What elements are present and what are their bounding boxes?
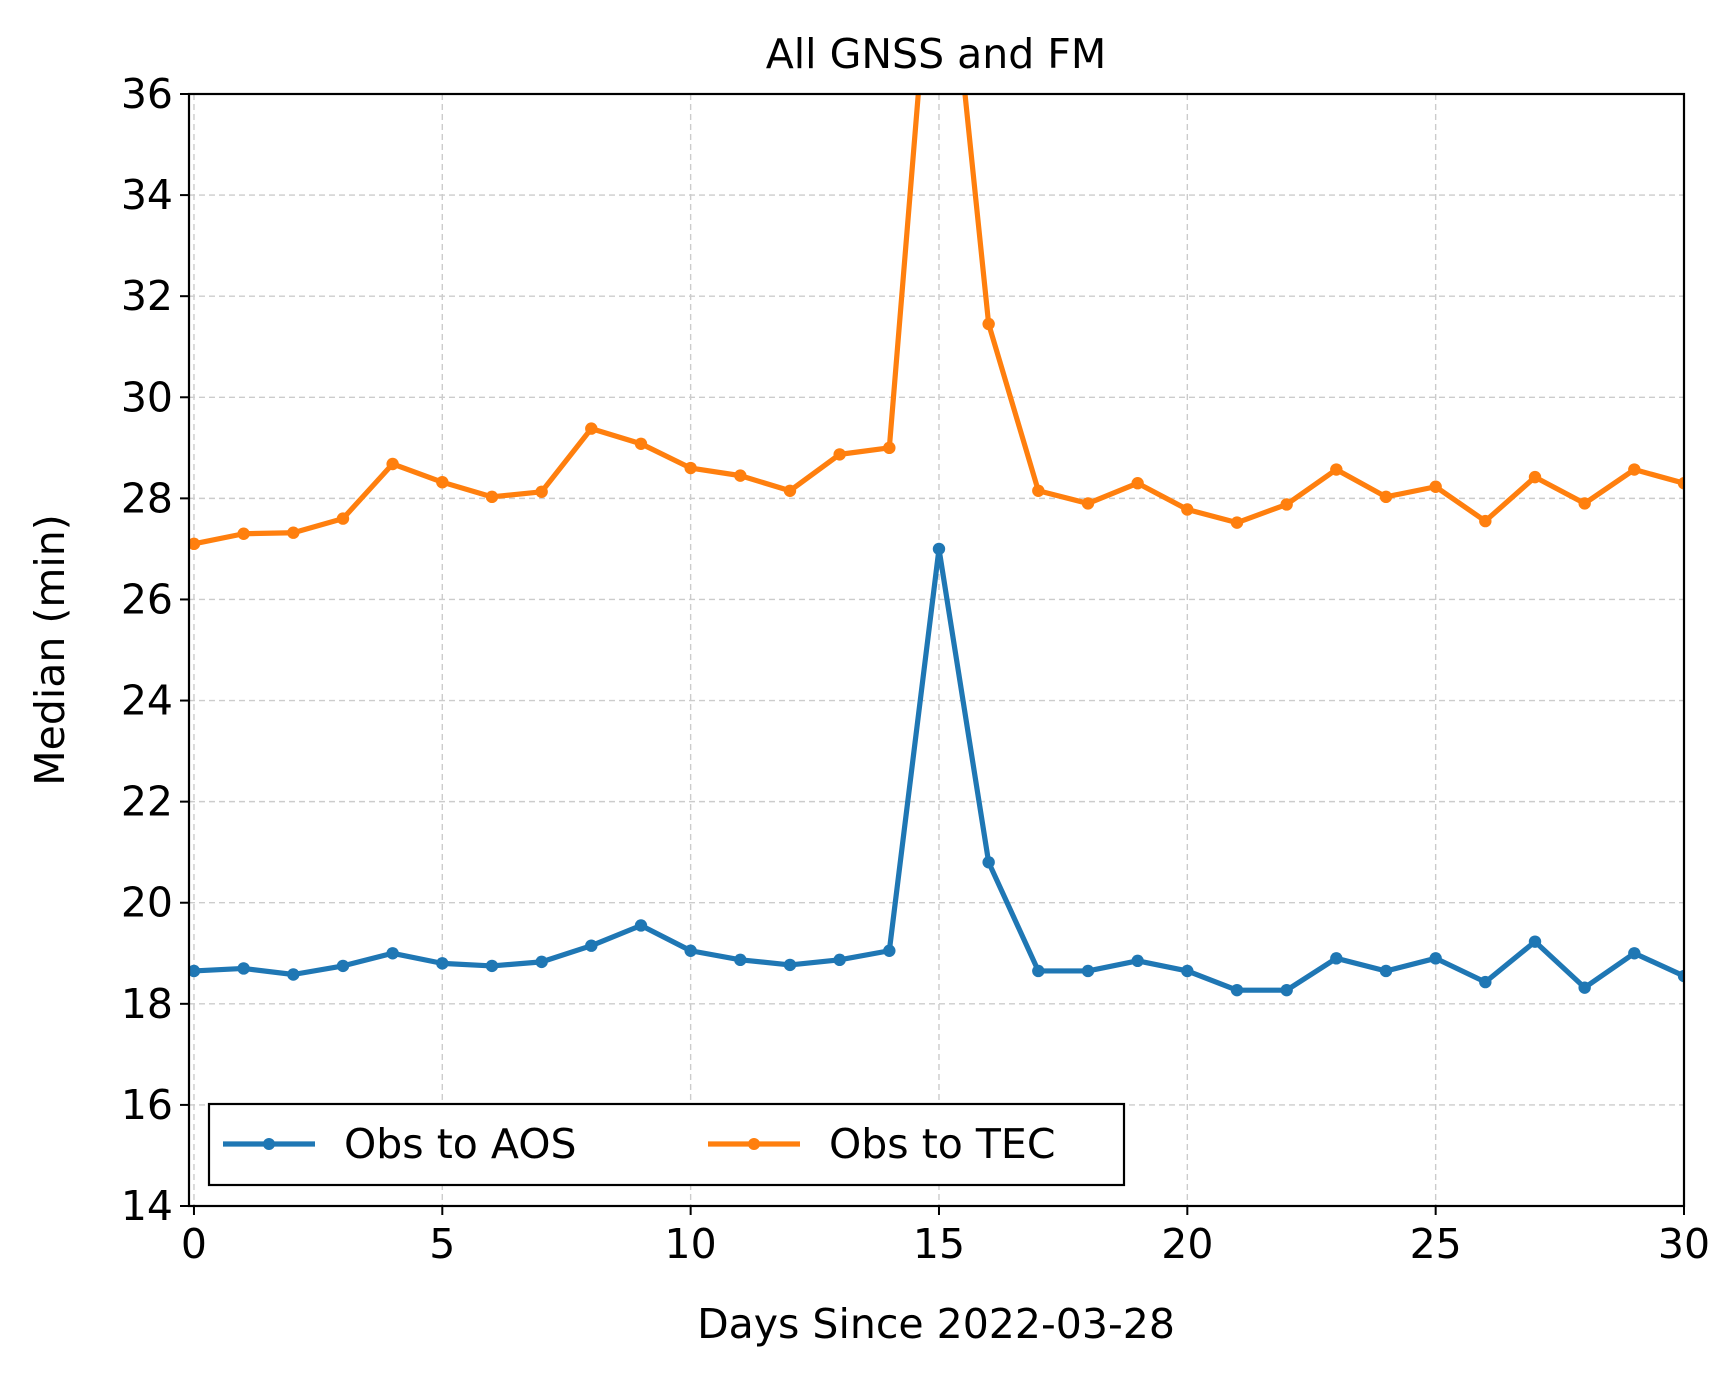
y-tick-label: 30	[121, 373, 173, 421]
legend-label-obs-to-aos: Obs to AOS	[344, 1120, 577, 1168]
data-point-obs-to-tec	[1181, 503, 1194, 516]
data-point-obs-to-aos	[1131, 954, 1144, 968]
x-tick-label: 30	[1658, 1220, 1710, 1268]
data-point-obs-to-aos	[684, 944, 697, 957]
data-point-obs-to-tec	[833, 448, 846, 461]
data-point-obs-to-aos	[783, 958, 797, 972]
data-point-obs-to-tec	[1280, 498, 1293, 511]
data-point-obs-to-aos	[1230, 983, 1244, 997]
data-point-obs-to-aos	[1628, 947, 1641, 960]
y-tick-label: 18	[121, 980, 173, 1028]
data-point-obs-to-tec	[386, 457, 399, 471]
x-axis-ticks: 0 5 10 15 20 25 30	[181, 1206, 1710, 1268]
data-point-obs-to-aos	[237, 962, 250, 975]
data-point-obs-to-aos	[485, 959, 499, 973]
data-point-obs-to-aos	[883, 944, 896, 957]
chart-title: All GNSS and FM	[766, 30, 1107, 78]
x-tick-label: 25	[1410, 1220, 1462, 1268]
x-tick-label: 5	[429, 1220, 455, 1268]
data-point-obs-to-aos	[1280, 983, 1293, 997]
x-tick-label: 0	[181, 1220, 207, 1268]
data-point-obs-to-aos	[1479, 975, 1492, 989]
data-point-obs-to-tec	[436, 475, 449, 489]
data-point-obs-to-tec	[734, 469, 747, 482]
data-point-obs-to-tec	[1479, 514, 1492, 528]
data-point-obs-to-aos	[1429, 952, 1442, 965]
y-tick-label: 34	[121, 171, 173, 219]
data-point-obs-to-tec	[237, 527, 250, 540]
data-point-obs-to-aos	[535, 955, 548, 969]
data-point-obs-to-aos	[1330, 952, 1343, 965]
data-point-obs-to-aos	[1677, 969, 1684, 983]
data-point-obs-to-tec	[684, 461, 697, 475]
legend-marker-obs-to-aos	[263, 1138, 275, 1150]
series-obs-to-aos	[189, 542, 1684, 997]
y-tick-label: 24	[121, 677, 173, 725]
data-point-obs-to-tec	[287, 526, 300, 539]
data-point-obs-to-aos	[982, 856, 995, 869]
x-tick-label: 20	[1161, 1220, 1213, 1268]
data-point-obs-to-tec	[1429, 480, 1442, 493]
series-obs-to-tec	[189, 94, 1684, 551]
data-point-obs-to-tec	[1131, 477, 1144, 490]
x-tick-label: 15	[913, 1220, 965, 1268]
data-point-obs-to-aos	[634, 919, 648, 932]
data-point-obs-to-aos	[287, 968, 300, 981]
data-point-obs-to-tec	[634, 437, 648, 450]
legend-label-obs-to-tec: Obs to TEC	[829, 1120, 1055, 1168]
data-point-obs-to-aos	[585, 939, 598, 952]
y-tick-label: 26	[121, 575, 173, 623]
data-point-obs-to-tec	[1578, 497, 1591, 510]
data-point-obs-to-aos	[1081, 964, 1095, 978]
data-point-obs-to-aos	[1181, 964, 1194, 978]
data-point-obs-to-aos	[734, 953, 747, 967]
y-tick-label: 14	[121, 1182, 173, 1230]
data-point-obs-to-tec	[189, 537, 201, 551]
data-point-obs-to-tec	[585, 422, 598, 435]
y-axis-ticks: 14 16 18 20 22 24 26 28 30 32 34 36	[121, 70, 189, 1230]
legend: Obs to AOS Obs to TEC	[207, 1102, 1126, 1187]
data-point-obs-to-aos	[1379, 964, 1393, 978]
y-tick-label: 16	[121, 1081, 173, 1129]
x-tick-label: 10	[665, 1220, 717, 1268]
data-point-obs-to-tec	[1330, 463, 1343, 476]
data-point-obs-to-aos	[932, 542, 946, 556]
data-point-obs-to-tec	[535, 485, 548, 498]
data-point-obs-to-aos	[189, 964, 201, 978]
data-point-obs-to-aos	[386, 947, 399, 960]
y-tick-label: 32	[121, 272, 173, 320]
data-point-obs-to-aos	[1032, 964, 1045, 978]
data-point-obs-to-tec	[783, 484, 797, 497]
data-point-obs-to-tec	[1032, 484, 1045, 497]
data-point-obs-to-aos	[1578, 981, 1591, 994]
data-point-obs-to-tec	[982, 317, 995, 331]
legend-marker-obs-to-tec	[748, 1138, 760, 1150]
y-tick-label: 22	[121, 778, 173, 826]
plot-frame	[187, 92, 1686, 1208]
y-tick-label: 20	[121, 879, 173, 927]
legend-box	[207, 1102, 1126, 1187]
data-point-obs-to-aos	[436, 957, 449, 970]
data-point-obs-to-tec	[485, 490, 499, 504]
data-point-obs-to-aos	[833, 953, 846, 967]
data-point-obs-to-tec	[1230, 516, 1244, 529]
y-axis-label: Median (min)	[26, 514, 74, 785]
data-point-obs-to-tec	[1081, 497, 1095, 510]
data-point-obs-to-tec	[1628, 463, 1641, 476]
data-point-obs-to-tec	[1677, 477, 1684, 490]
grid	[189, 94, 1685, 1206]
y-tick-label: 28	[121, 474, 173, 522]
data-point-obs-to-aos	[336, 959, 350, 973]
data-point-obs-to-aos	[1528, 935, 1542, 948]
data-point-obs-to-tec	[883, 441, 896, 455]
series-layer	[189, 94, 1684, 997]
data-point-obs-to-tec	[1528, 470, 1542, 484]
data-point-obs-to-tec	[1379, 490, 1393, 504]
y-tick-label: 36	[121, 70, 173, 118]
x-axis-label: Days Since 2022-03-28	[697, 1300, 1175, 1348]
data-point-obs-to-tec	[336, 512, 350, 525]
